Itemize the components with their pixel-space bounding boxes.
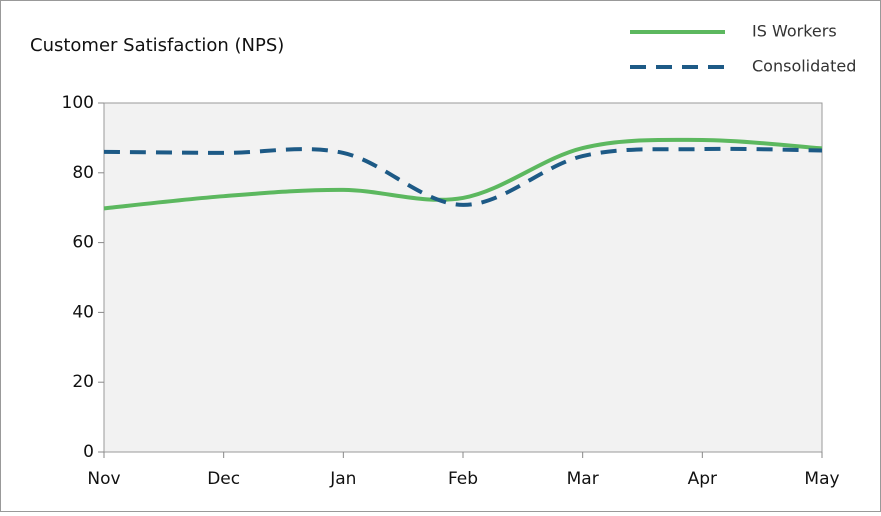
y-tick-label: 40 [72, 302, 94, 322]
series-line [103, 146, 823, 207]
x-tick-label: May [804, 469, 839, 489]
y-tick-label: 80 [72, 163, 94, 183]
legend-label: Consolidated [752, 57, 856, 76]
x-tick-label: Nov [87, 469, 120, 489]
y-tick-label: 100 [62, 93, 94, 113]
x-tick-label: Apr [688, 469, 717, 489]
y-tick-label: 20 [72, 372, 94, 392]
series-line [103, 137, 823, 211]
chart-title: Customer Satisfaction (NPS) [30, 35, 284, 56]
y-tick-label: 60 [72, 233, 94, 253]
y-tick-label: 0 [83, 442, 94, 462]
x-tick-label: Jan [329, 469, 356, 489]
legend-label: IS Workers [752, 22, 837, 41]
x-tick-label: Feb [448, 469, 478, 489]
x-tick-label: Dec [207, 469, 240, 489]
x-tick-label: Mar [567, 469, 599, 489]
plot-area [103, 102, 823, 453]
